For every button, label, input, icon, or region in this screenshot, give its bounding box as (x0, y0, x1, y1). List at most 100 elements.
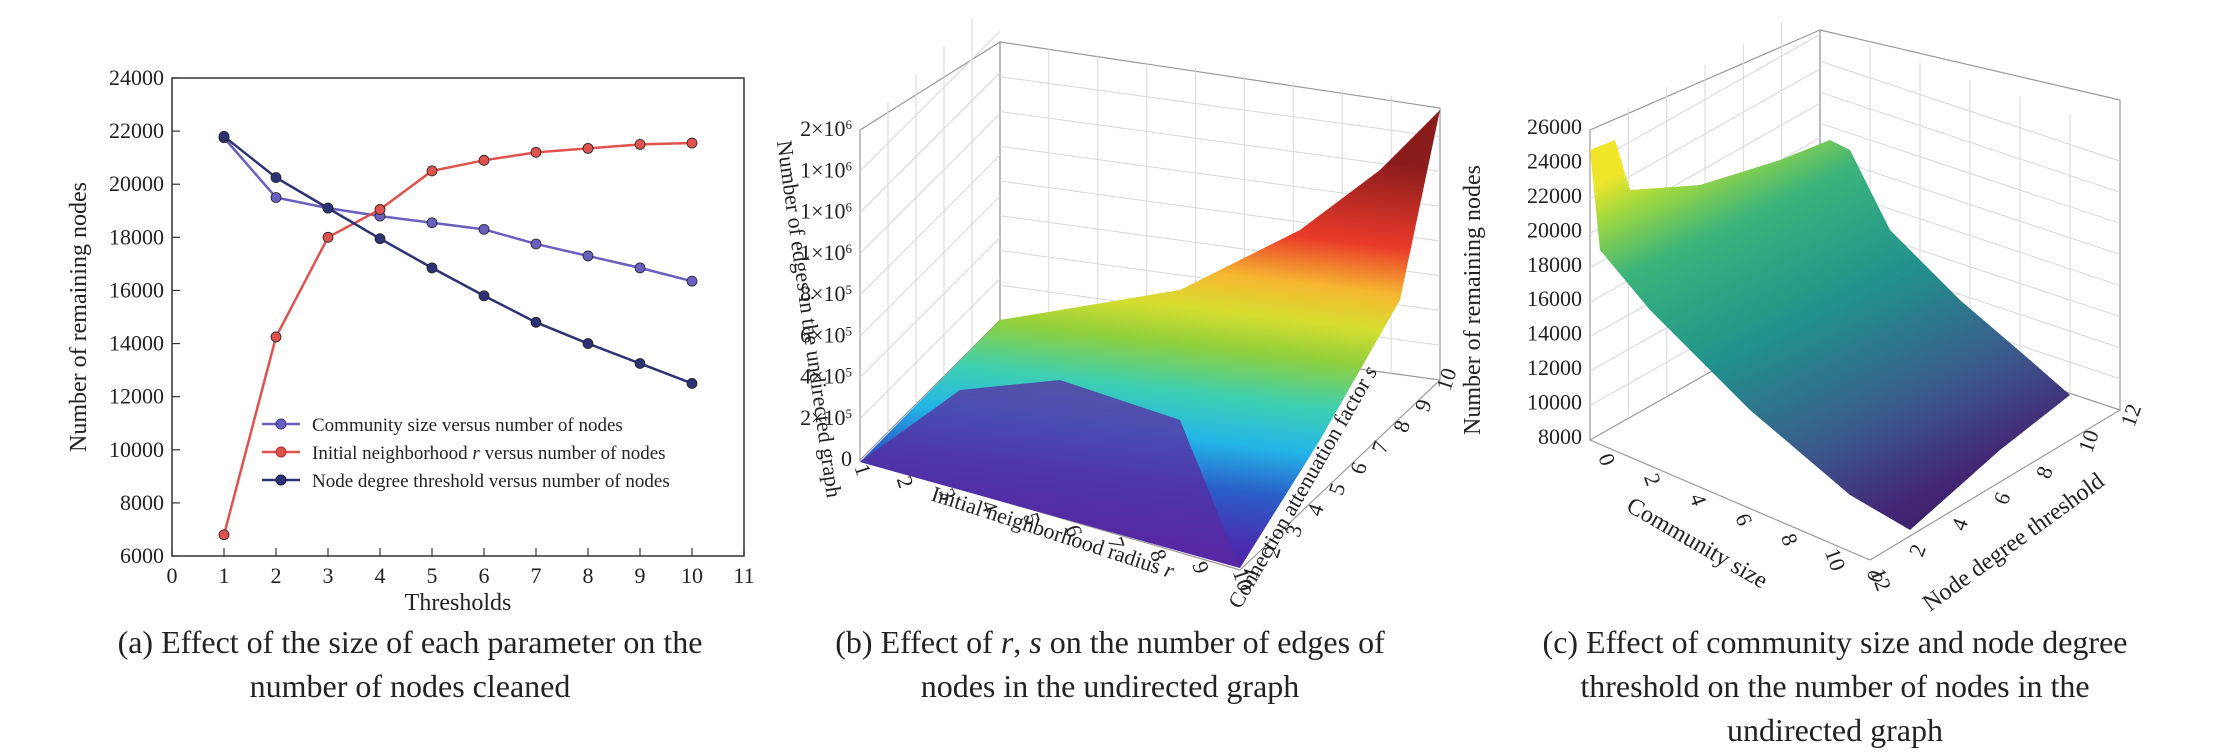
chart-c-caption-line3: undirected graph (1727, 712, 1943, 748)
chart-a-data-point (530, 238, 542, 250)
chart-a-data-point (374, 233, 386, 245)
chart-a-data-point (634, 262, 646, 274)
chart-c-caption: (c) Effect of community size and node de… (1490, 620, 2180, 752)
chart-a-data-point (582, 142, 594, 154)
chart-c-svg: 8000 10000 12000 14000 16000 18000 20000 22000 2… (1460, 21, 2146, 617)
chart-c-y-tick-label: 4 (1946, 515, 1973, 534)
chart-c-caption-line1: (c) Effect of community size and node de… (1542, 624, 2128, 660)
chart-c-z-tick-label: 22000 (1527, 183, 1582, 208)
chart-c-x-tick-label: 0 (1593, 450, 1620, 469)
chart-a-x-tick-label: 1 (219, 563, 230, 588)
legend-entry-initial-neighborhood: Initial neighborhood r versus number of … (312, 443, 666, 464)
grid-line (859, 278, 1001, 420)
grid-line (859, 237, 1001, 378)
chart-b-z-tick-label: 2×106 (800, 116, 852, 141)
chart-a-data-point (478, 154, 490, 166)
chart-c-x-tick-label: 2 (1639, 470, 1666, 489)
chart-a-svg: 0 1 2 3 4 5 6 7 8 9 10 11 6000 8000 10000 12000 14000 160… (66, 65, 755, 616)
chart-a-x-axis-label: Thresholds (405, 590, 512, 616)
chart-a-y-tick-label: 14000 (109, 331, 164, 356)
chart-c-z-tick-label: 14000 (1527, 321, 1582, 346)
chart-a-data-point (530, 316, 542, 328)
grid-line (1819, 60, 2121, 162)
chart-b-z-tick-label: 1×106 (800, 199, 852, 224)
chart-a-data-point (582, 338, 594, 349)
chart-a-data-point (426, 217, 438, 229)
chart-c-caption-line2: threshold on the number of nodes in the (1580, 668, 2090, 704)
chart-a-y-tick-label: 12000 (109, 384, 164, 409)
grid-line (999, 111, 1441, 172)
grid-line (859, 195, 1001, 337)
chart-b-caption-line1: (b) Effect of r, s on the number of edge… (835, 624, 1385, 660)
grid-line (999, 76, 1441, 138)
chart-a-data-point (686, 137, 698, 149)
chart-b-svg: 0 2×105 4×105 6×105 8×105 1×106 1×106 1×106 2×10… (772, 18, 1462, 613)
chart-c-z-tick-label: 20000 (1527, 217, 1582, 242)
chart-a-legend: Community size versus number of nodes In… (262, 415, 670, 492)
chart-b-y-tick-label: 5 (1323, 480, 1350, 498)
chart-a-x-tick-label: 6 (479, 563, 490, 588)
chart-a-data-point (582, 250, 594, 262)
chart-c-y-tick-label: 8 (2031, 463, 2058, 482)
legend-entry-community-size: Community size versus number of nodes (312, 415, 623, 436)
chart-a-x-tick-label: 4 (375, 563, 386, 588)
chart-c-y-tick-label: 6 (1988, 489, 2015, 508)
chart-c-z-tick-label: 8000 (1538, 424, 1582, 449)
chart-a-y-tick-label: 18000 (109, 224, 164, 249)
chart-b-z-tick-label: 0 (841, 446, 852, 471)
chart-c-z-tick-label: 26000 (1527, 114, 1582, 139)
chart-a-data-point (270, 192, 282, 203)
grid-line (859, 154, 1001, 296)
chart-a-y-tick-label: 10000 (109, 437, 164, 462)
chart-b-x-tick-label: 2 (892, 473, 919, 491)
chart-a-y-axis-label: Number of remaining nodes (66, 182, 92, 452)
chart-a-x-tick-label: 0 (167, 563, 178, 588)
chart-a-x-tick-label: 5 (427, 563, 438, 588)
chart-b-z-tick-label: 2×105 (800, 405, 852, 430)
grid-line (859, 72, 1001, 213)
chart-c-x-tick-label: 4 (1685, 490, 1712, 509)
chart-c-surface (1590, 140, 2070, 530)
chart-a-data-point (686, 377, 698, 389)
chart-b-x-tick-label: 9 (1187, 558, 1214, 576)
chart-a-data-point (270, 331, 282, 343)
chart-c-panel: 8000 10000 12000 14000 16000 18000 20000 22000 2… (1450, 0, 2221, 748)
chart-a-data-point (218, 131, 230, 142)
chart-b-x-tick-label: 1 (850, 461, 877, 479)
chart-a-y-tick-label: 24000 (109, 65, 164, 90)
chart-a-data-point (426, 262, 438, 274)
chart-b-panel: 0 2×105 4×105 6×105 8×105 1×106 1×106 1×106 2×10… (760, 0, 1462, 741)
chart-b-z-tick-label: 8×105 (800, 281, 852, 306)
chart-a-y-tick-label: 20000 (109, 171, 164, 196)
chart-b-caption-line2: nodes in the undirected graph (920, 668, 1300, 704)
chart-a-x-tick-label: 7 (531, 563, 542, 588)
chart-c-x-tick-label: 8 (1776, 530, 1803, 549)
chart-a-data-point (478, 223, 490, 235)
chart-c-z-axis-label: Number of remaining nodes (1460, 165, 1486, 435)
chart-a-x-tick-label: 10 (681, 563, 703, 588)
chart-a-series-line-0 (223, 136, 693, 283)
grid-line (1589, 68, 1821, 200)
chart-b-y-tick-label: 7 (1366, 438, 1393, 456)
chart-a-x-tick-label: 11 (733, 563, 754, 588)
chart-a-plot-frame (171, 77, 745, 557)
chart-b-surface-lowside (860, 380, 1240, 568)
chart-a-data-point (322, 202, 334, 214)
chart-a-data-point (686, 275, 698, 287)
chart-a-data-point (530, 146, 542, 158)
chart-c-y-tick-label: 10 (2073, 426, 2104, 455)
chart-a-x-tick-label: 8 (583, 563, 594, 588)
chart-b-z-axis-label: Number of edges in the undirected graph (772, 139, 847, 499)
grid-line (859, 113, 1001, 255)
chart-b-z-tick-label: 6×105 (800, 322, 852, 347)
chart-a-y-tick-label: 8000 (120, 490, 164, 515)
chart-c-z-tick-label: 24000 (1527, 148, 1582, 173)
chart-a-data-point (270, 172, 282, 183)
chart-a-series-line-1 (222, 141, 693, 536)
grid-line (1819, 91, 2121, 193)
chart-a-data-point (322, 231, 334, 243)
chart-a-data-point (634, 138, 646, 150)
chart-a-caption: (a) Effect of the size of each parameter… (117, 624, 703, 704)
chart-b-z-tick-label: 1×106 (800, 240, 852, 265)
chart-a-x-tick-label: 3 (323, 563, 334, 588)
